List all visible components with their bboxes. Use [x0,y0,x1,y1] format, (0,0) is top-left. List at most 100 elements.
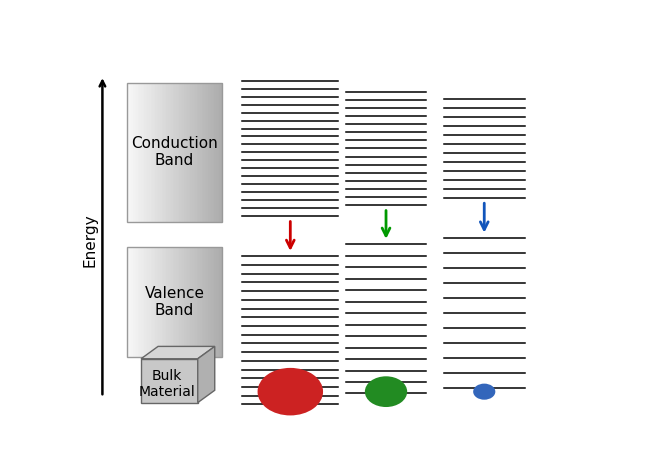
Bar [162,247,164,357]
Bar [179,247,181,357]
Bar [168,83,170,221]
Bar [179,83,181,221]
Bar [136,83,138,221]
Bar [198,83,200,221]
Bar [141,247,143,357]
Polygon shape [141,346,215,359]
Ellipse shape [257,368,323,416]
Bar [218,247,220,357]
Bar [184,247,186,357]
Bar [152,247,154,357]
Bar [190,247,192,357]
Bar [221,247,223,357]
Bar [174,247,177,357]
Bar [151,247,153,357]
Bar [144,247,146,357]
Bar [209,83,212,221]
Bar [194,247,196,357]
Bar [177,247,180,357]
Bar [135,247,136,357]
Bar [202,83,203,221]
Bar [139,247,142,357]
Bar [208,83,210,221]
Bar [188,247,191,357]
Bar [162,83,164,221]
Bar [184,83,186,221]
Bar [219,247,221,357]
Bar [211,247,213,357]
Bar [151,83,153,221]
Bar [186,247,188,357]
Text: Valence
Band: Valence Band [144,286,205,318]
Bar [171,83,174,221]
Bar [142,83,145,221]
Bar [173,83,175,221]
Bar [209,247,212,357]
Bar [127,83,129,221]
Bar [159,83,161,221]
Bar [144,83,146,221]
Bar [148,247,150,357]
Bar [195,247,198,357]
Bar [142,247,145,357]
Bar [205,247,207,357]
Bar [221,83,223,221]
Bar [155,247,157,357]
Bar [171,247,174,357]
Bar [200,83,202,221]
Bar [183,83,185,221]
Bar [153,247,156,357]
Bar [141,359,198,403]
Bar [146,247,148,357]
Bar [216,83,218,221]
Bar [130,247,132,357]
Bar [131,247,133,357]
Bar [165,83,167,221]
Bar [128,247,130,357]
Bar [186,83,188,221]
Bar [127,247,222,357]
Bar [206,83,209,221]
Bar [214,83,216,221]
Bar [149,83,151,221]
Bar [128,83,130,221]
Bar [177,83,180,221]
Bar [138,83,140,221]
Bar [187,83,189,221]
Bar [166,247,168,357]
Bar [136,247,138,357]
Bar [203,247,205,357]
Bar [139,83,142,221]
Bar [174,83,177,221]
Bar [153,83,156,221]
Bar [133,83,135,221]
Bar [192,83,194,221]
Bar [187,247,189,357]
Bar [198,247,200,357]
Bar [213,247,215,357]
Bar [195,83,198,221]
Bar [176,83,178,221]
Bar [218,83,220,221]
Text: Bulk
Material: Bulk Material [138,369,195,399]
Bar [176,247,178,357]
Bar [200,247,202,357]
Bar [197,83,199,221]
Bar [181,83,183,221]
Bar [190,83,192,221]
Bar [157,83,159,221]
Bar [206,247,209,357]
Bar [160,247,162,357]
Bar [146,83,148,221]
Bar [197,247,199,357]
Bar [208,247,210,357]
Bar [170,247,172,357]
Bar [173,247,175,357]
Ellipse shape [365,376,407,407]
Bar [188,83,191,221]
Ellipse shape [473,384,495,399]
Bar [214,247,216,357]
Bar [213,83,215,221]
Bar [202,247,203,357]
Bar [170,83,172,221]
